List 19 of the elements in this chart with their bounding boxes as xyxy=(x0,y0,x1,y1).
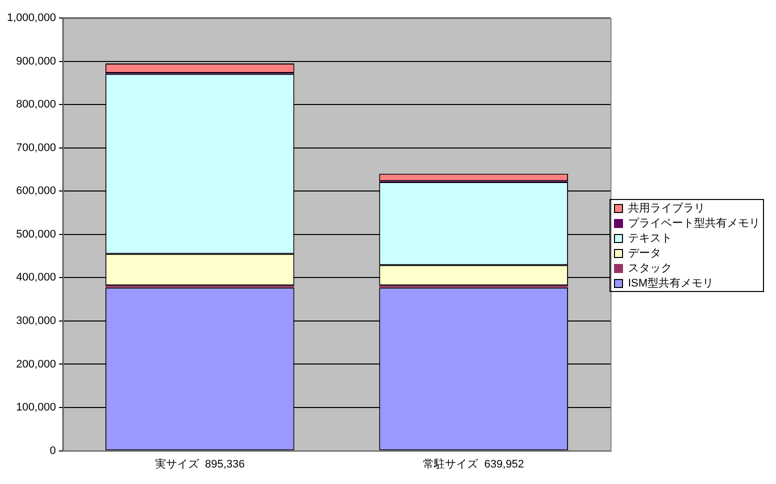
y-tick-label: 500,000 xyxy=(16,228,56,240)
x-tick-label: 常駐サイズ 639,952 xyxy=(423,457,524,470)
y-tick-label: 900,000 xyxy=(16,55,56,68)
y-tick-label: 600,000 xyxy=(16,185,56,198)
legend-label: 共用ライブラリ xyxy=(628,202,705,215)
legend-label: テキスト xyxy=(628,232,672,245)
y-tick-label: 400,000 xyxy=(16,272,56,284)
legend-label: スタック xyxy=(628,262,672,275)
legend-label: データ xyxy=(628,248,661,260)
y-tick-label: 300,000 xyxy=(16,314,56,327)
y-tick-label: 1,000,000 xyxy=(7,12,56,24)
y-tick-label: 0 xyxy=(50,444,56,457)
y-tick-label: 200,000 xyxy=(16,358,56,370)
y-tick-label: 700,000 xyxy=(16,142,56,154)
y-tick-label: 100,000 xyxy=(16,402,56,414)
legend-label: プライベート型共有メモリ xyxy=(628,216,760,230)
legend-label: ISM型共有メモリ xyxy=(628,276,714,290)
y-tick-label: 800,000 xyxy=(16,98,56,111)
x-tick-label: 実サイズ 895,336 xyxy=(154,457,245,470)
